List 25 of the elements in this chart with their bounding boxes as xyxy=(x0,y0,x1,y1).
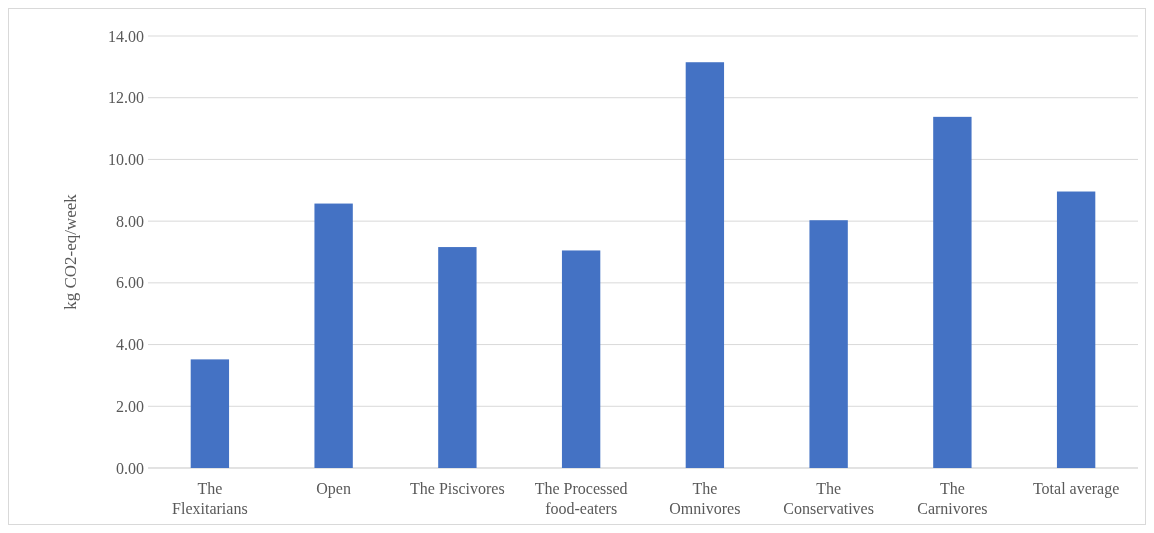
x-tick-label: The Conservatives xyxy=(783,480,874,517)
y-tick-label: 4.00 xyxy=(116,336,144,354)
bar xyxy=(438,247,477,468)
bar xyxy=(561,250,601,468)
y-tick-label: 6.00 xyxy=(116,274,144,292)
x-tick-label: The Carnivores xyxy=(917,480,988,517)
x-tick-label: Total average xyxy=(1032,480,1120,498)
y-axis-title: kg CO2-eq/week xyxy=(61,193,80,310)
bar xyxy=(685,62,725,468)
bar xyxy=(314,203,353,468)
bar xyxy=(190,359,230,468)
y-tick-label: 12.00 xyxy=(108,89,144,107)
y-tick-label: 10.00 xyxy=(108,151,144,169)
bar xyxy=(933,116,972,468)
y-tick-label: 8.00 xyxy=(116,212,144,230)
x-tick-label: The Processed food-eaters xyxy=(534,480,628,517)
bar xyxy=(1056,191,1096,468)
y-tick-label: 0.00 xyxy=(116,459,144,477)
y-tick-label: 14.00 xyxy=(108,27,144,45)
x-tick-label: The Piscivores xyxy=(410,480,505,497)
x-tick-label: The Omnivores xyxy=(669,480,741,517)
x-tick-label: The Flexitarians xyxy=(172,480,248,517)
x-tick-label: Open xyxy=(316,480,351,498)
y-tick-label: 2.00 xyxy=(116,397,144,415)
bar xyxy=(809,220,848,468)
